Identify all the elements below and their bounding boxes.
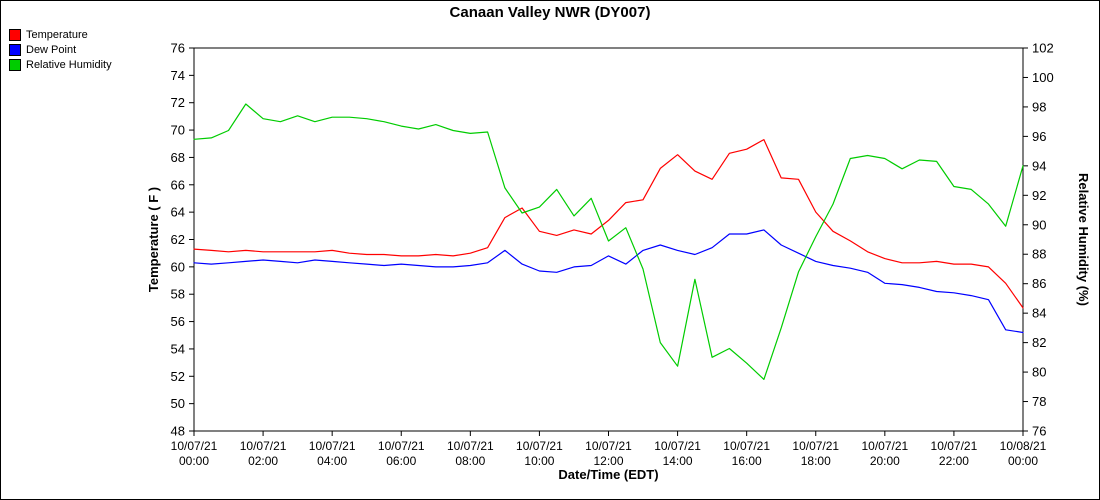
svg-text:10/07/21: 10/07/21 (309, 439, 356, 453)
svg-text:12:00: 12:00 (593, 454, 623, 468)
svg-text:08:00: 08:00 (455, 454, 485, 468)
svg-text:62: 62 (171, 232, 185, 247)
svg-text:78: 78 (1032, 394, 1046, 409)
svg-text:50: 50 (171, 396, 185, 411)
svg-text:70: 70 (171, 123, 185, 138)
svg-text:10/07/21: 10/07/21 (171, 439, 218, 453)
legend-label-relative-humidity: Relative Humidity (26, 58, 112, 71)
svg-text:54: 54 (171, 341, 185, 356)
svg-text:64: 64 (171, 205, 185, 220)
x-axis-title: Date/Time (EDT) (558, 467, 658, 482)
axes: 48 50 52 54 56 58 60 62 64 66 68 70 72 74 76 76 78 80 82 84… (146, 41, 1091, 483)
svg-text:100: 100 (1032, 70, 1054, 85)
svg-text:96: 96 (1032, 129, 1046, 144)
svg-text:14:00: 14:00 (663, 454, 693, 468)
left-axis-title: Temperature ( F ) (146, 187, 161, 292)
legend-item-temperature: Temperature (9, 27, 112, 42)
legend-label-temperature: Temperature (26, 28, 88, 41)
svg-text:76: 76 (171, 41, 185, 56)
legend: Temperature Dew Point Relative Humidity (9, 27, 112, 72)
svg-text:10/07/21: 10/07/21 (654, 439, 701, 453)
svg-text:04:00: 04:00 (317, 454, 347, 468)
svg-text:20:00: 20:00 (870, 454, 900, 468)
svg-text:94: 94 (1032, 158, 1046, 173)
svg-text:10/07/21: 10/07/21 (861, 439, 908, 453)
legend-item-relative-humidity: Relative Humidity (9, 57, 112, 72)
svg-text:10/08/21: 10/08/21 (1000, 439, 1047, 453)
svg-text:102: 102 (1032, 41, 1054, 56)
svg-text:10:00: 10:00 (524, 454, 554, 468)
svg-text:10/07/21: 10/07/21 (723, 439, 770, 453)
svg-text:10/07/21: 10/07/21 (378, 439, 425, 453)
dew-point-swatch-icon (9, 43, 21, 56)
svg-text:52: 52 (171, 369, 185, 384)
svg-text:88: 88 (1032, 247, 1046, 262)
svg-text:84: 84 (1032, 306, 1046, 321)
svg-text:72: 72 (171, 95, 185, 110)
svg-text:10/07/21: 10/07/21 (931, 439, 978, 453)
legend-item-dew-point: Dew Point (9, 42, 112, 57)
legend-label-dew-point: Dew Point (26, 43, 77, 56)
svg-text:66: 66 (171, 177, 185, 192)
svg-text:86: 86 (1032, 276, 1046, 291)
svg-text:16:00: 16:00 (732, 454, 762, 468)
svg-text:10/07/21: 10/07/21 (792, 439, 839, 453)
svg-text:18:00: 18:00 (801, 454, 831, 468)
svg-text:10/07/21: 10/07/21 (585, 439, 632, 453)
svg-text:06:00: 06:00 (386, 454, 416, 468)
svg-text:10/07/21: 10/07/21 (447, 439, 494, 453)
temperature-swatch-icon (9, 28, 21, 41)
svg-text:10/07/21: 10/07/21 (516, 439, 563, 453)
svg-text:00:00: 00:00 (179, 454, 209, 468)
svg-text:76: 76 (1032, 424, 1046, 439)
svg-text:92: 92 (1032, 188, 1046, 203)
chart-title: Canaan Valley NWR (DY007) (449, 4, 651, 21)
svg-text:02:00: 02:00 (248, 454, 278, 468)
svg-text:58: 58 (171, 287, 185, 302)
svg-text:82: 82 (1032, 335, 1046, 350)
svg-text:56: 56 (171, 314, 185, 329)
relative-humidity-swatch-icon (9, 58, 21, 71)
svg-text:90: 90 (1032, 217, 1046, 232)
dew-point-line (193, 229, 1024, 334)
svg-text:60: 60 (171, 259, 185, 274)
svg-text:68: 68 (171, 150, 185, 165)
svg-text:48: 48 (171, 424, 185, 439)
svg-text:80: 80 (1032, 365, 1046, 380)
svg-text:98: 98 (1032, 99, 1046, 114)
svg-text:00:00: 00:00 (1008, 454, 1038, 468)
relative-humidity-line (193, 103, 1024, 380)
temperature-line (193, 139, 1024, 309)
right-axis-title: Relative Humidity (%) (1076, 173, 1091, 306)
svg-text:10/07/21: 10/07/21 (240, 439, 287, 453)
svg-text:74: 74 (171, 68, 185, 83)
svg-text:22:00: 22:00 (939, 454, 969, 468)
